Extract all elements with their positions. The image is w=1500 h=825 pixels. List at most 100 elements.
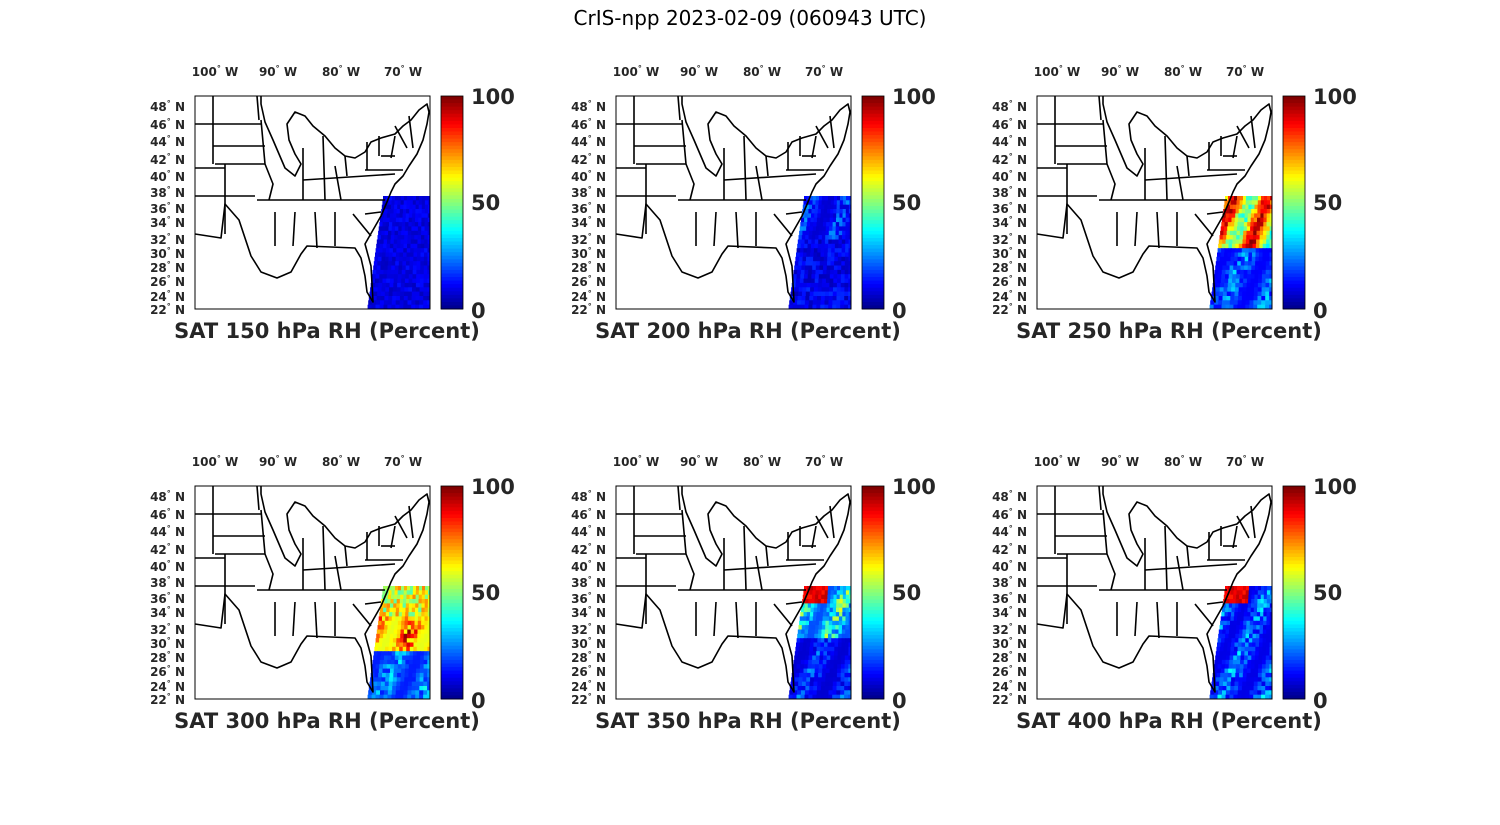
colorbar-segment — [441, 681, 463, 686]
rh-cell — [829, 672, 834, 678]
rh-cell — [825, 226, 830, 232]
rh-cell — [1269, 222, 1272, 227]
rh-cell — [1261, 668, 1267, 674]
colorbar-segment — [862, 684, 884, 689]
rh-cell — [1225, 196, 1229, 201]
rh-cell — [1213, 664, 1219, 670]
rh-cell — [401, 612, 406, 617]
rh-cell — [1248, 256, 1253, 262]
rh-cell — [1266, 200, 1271, 206]
rh-cell — [792, 274, 798, 280]
state-border — [811, 135, 817, 159]
rh-cell — [802, 287, 807, 293]
rh-cell — [427, 664, 430, 670]
rh-cell — [397, 278, 402, 284]
rh-cell — [1247, 612, 1251, 617]
rh-cell — [1237, 646, 1242, 652]
colorbar-segment — [441, 110, 463, 115]
rh-cell — [1259, 642, 1264, 648]
rh-cell — [833, 603, 837, 609]
rh-cell — [829, 616, 833, 622]
rh-cell — [427, 252, 430, 258]
rh-cell — [1247, 659, 1252, 665]
rh-cell — [836, 681, 841, 687]
rh-cell — [1234, 248, 1239, 254]
rh-cell — [1265, 287, 1270, 293]
state-border — [1232, 525, 1238, 549]
colorbar-segment — [862, 496, 884, 501]
colorbar-segment — [1283, 294, 1305, 299]
rh-cell — [428, 590, 430, 596]
rh-cell — [808, 629, 812, 635]
rh-cell — [401, 226, 406, 232]
rh-cell — [1260, 213, 1265, 219]
rh-cell — [1237, 196, 1241, 201]
rh-cell — [1230, 681, 1236, 687]
rh-cell — [1227, 677, 1232, 683]
rh-cell — [392, 638, 397, 644]
colorbar-segment — [862, 291, 884, 296]
rh-cell — [798, 677, 804, 683]
rh-cell — [389, 196, 393, 201]
rh-cell — [427, 681, 430, 687]
colorbar-segment — [862, 230, 884, 235]
rh-cell — [1256, 222, 1261, 227]
rh-cell — [845, 590, 850, 596]
state-border — [1236, 515, 1250, 539]
colorbar-segment — [862, 631, 884, 636]
rh-cell — [407, 681, 413, 687]
rh-cell — [395, 690, 401, 696]
rh-cell — [397, 672, 402, 678]
rh-cell — [840, 300, 845, 306]
rh-cell — [848, 603, 851, 609]
rh-cell — [844, 646, 849, 652]
rh-cell — [797, 690, 802, 696]
rh-cell — [395, 222, 400, 227]
rh-cell — [839, 603, 844, 609]
rh-cell — [375, 274, 380, 280]
rh-cell — [1222, 296, 1227, 301]
rh-cell — [1234, 196, 1238, 201]
rh-cell — [427, 278, 430, 284]
rh-cell — [1262, 256, 1267, 262]
rh-cell — [1265, 278, 1270, 284]
rh-cell — [801, 603, 806, 609]
rh-cell — [1212, 282, 1218, 288]
rh-cell — [844, 304, 849, 309]
rh-cell — [1241, 217, 1245, 223]
rh-cell — [1239, 230, 1244, 236]
rh-cell — [392, 296, 397, 301]
colorbar-segment — [441, 610, 463, 615]
rh-cell — [397, 668, 402, 674]
rh-cell — [1246, 616, 1251, 622]
rh-cell — [848, 672, 851, 678]
rh-cell — [1259, 235, 1264, 240]
rh-cell — [382, 616, 386, 622]
colorbar-frame — [1282, 95, 1306, 310]
rh-cell — [1259, 252, 1264, 258]
colorbar-segment — [1283, 606, 1305, 611]
rh-cell — [377, 625, 382, 630]
colorbar-segment — [1283, 273, 1305, 278]
rh-cell — [1251, 651, 1256, 657]
colorbar-segment — [862, 149, 884, 154]
rh-cell — [391, 265, 396, 271]
rh-cell — [830, 651, 835, 657]
colorbar-segment — [441, 301, 463, 306]
rh-cell — [391, 616, 396, 622]
rh-cell — [1261, 681, 1266, 687]
rh-cell — [1221, 304, 1227, 309]
colorbar-segment — [862, 688, 884, 693]
rh-cell — [815, 269, 820, 275]
rh-cell — [1231, 677, 1236, 683]
rh-cell — [1242, 590, 1247, 596]
colorbar-segment — [441, 585, 463, 590]
rh-cell — [424, 200, 429, 206]
rh-cell — [1239, 664, 1245, 670]
rh-cell — [836, 217, 840, 223]
rh-cell — [815, 265, 820, 271]
rh-cell — [820, 209, 825, 214]
rh-cell — [1258, 256, 1263, 262]
rh-cell — [1236, 200, 1241, 206]
rh-cell — [805, 651, 810, 657]
